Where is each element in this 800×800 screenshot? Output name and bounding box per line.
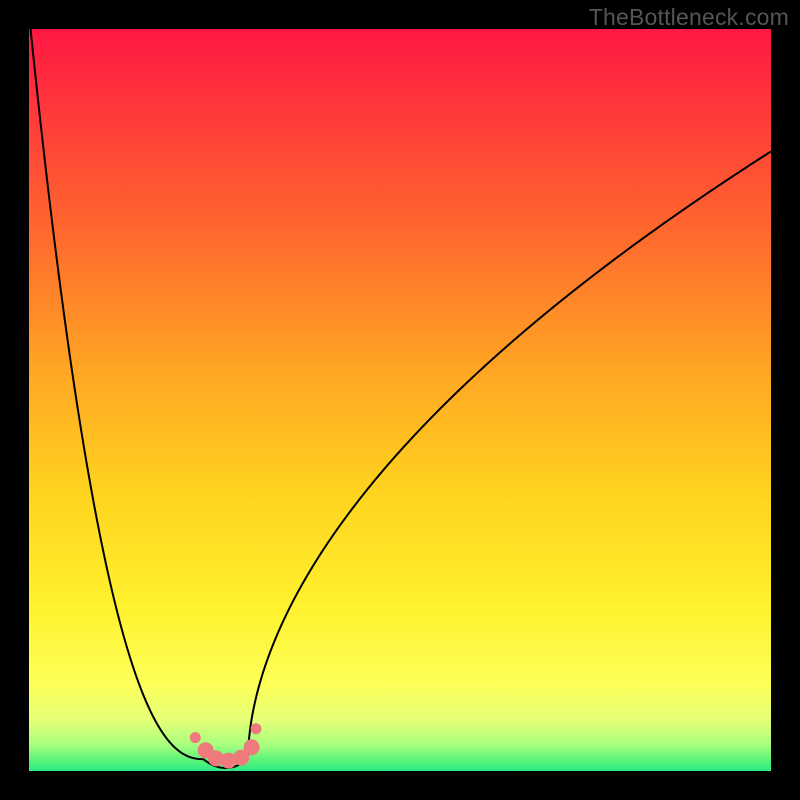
dip-marker <box>244 739 260 755</box>
chart-root: TheBottleneck.com <box>0 0 800 800</box>
watermark-text: TheBottleneck.com <box>589 4 789 31</box>
bottleneck-curve <box>29 29 771 768</box>
dip-marker <box>251 723 262 734</box>
curve-layer <box>29 29 771 771</box>
dip-marker <box>190 732 201 743</box>
plot-area <box>29 29 771 771</box>
